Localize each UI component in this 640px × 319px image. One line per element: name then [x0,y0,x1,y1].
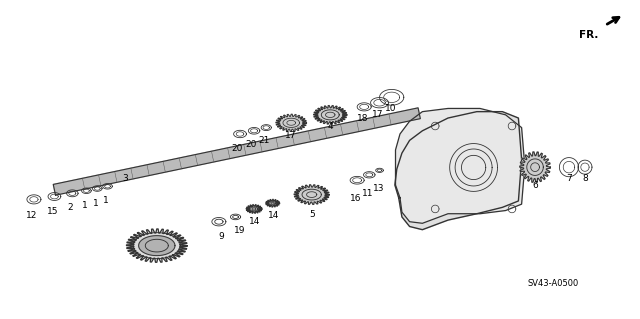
Polygon shape [395,112,522,230]
Text: 12: 12 [26,211,38,220]
Polygon shape [520,152,550,182]
Text: 16: 16 [350,194,362,203]
Polygon shape [266,199,280,207]
Polygon shape [396,108,525,223]
Text: 20: 20 [231,144,243,152]
Text: 17: 17 [285,131,296,140]
Text: 10: 10 [385,104,396,113]
Text: 1: 1 [82,201,87,210]
Text: 15: 15 [47,207,58,216]
Text: 9: 9 [218,232,223,241]
Text: SV43-A0500: SV43-A0500 [528,279,579,288]
Text: 7: 7 [566,174,572,183]
Text: 14: 14 [249,217,260,226]
Text: 13: 13 [373,184,385,193]
Text: 14: 14 [268,211,280,219]
Text: 2: 2 [68,204,73,212]
Polygon shape [294,185,329,204]
Text: 1: 1 [93,199,98,208]
Polygon shape [139,236,175,256]
Text: 18: 18 [357,114,369,123]
Text: 8: 8 [583,174,588,183]
Text: 17: 17 [372,110,383,119]
Text: 6: 6 [532,181,538,189]
Polygon shape [314,106,347,124]
Text: 1: 1 [103,197,108,205]
Polygon shape [246,204,262,213]
Text: 21: 21 [259,136,270,145]
Polygon shape [53,108,420,195]
Text: FR.: FR. [579,30,598,40]
Text: 3: 3 [122,174,127,182]
Text: 5: 5 [309,210,314,219]
Text: 20: 20 [246,140,257,149]
Polygon shape [127,229,187,262]
Polygon shape [276,114,307,131]
Text: 11: 11 [362,189,373,198]
Text: 4: 4 [328,122,333,131]
Text: 19: 19 [234,226,245,235]
